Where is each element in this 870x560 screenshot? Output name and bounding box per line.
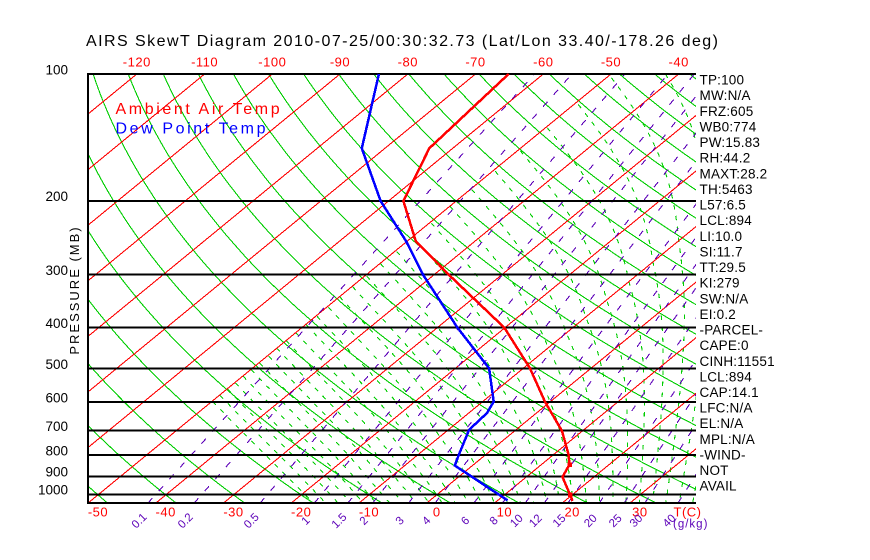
svg-text:LCL:894: LCL:894 [700,213,753,228]
svg-text:RH:44.2: RH:44.2 [700,151,751,166]
svg-text:400: 400 [45,316,68,331]
svg-text:-50: -50 [601,55,621,70]
svg-text:EI:0.2: EI:0.2 [700,307,736,322]
svg-text:TT:29.5: TT:29.5 [700,260,746,275]
svg-text:-60: -60 [533,55,553,70]
svg-text:EL:N/A: EL:N/A [700,416,744,431]
svg-text:-120: -120 [123,55,151,70]
svg-text:-20: -20 [291,505,311,520]
svg-text:-110: -110 [191,55,218,70]
svg-text:-100: -100 [258,55,286,70]
svg-text:-WIND-: -WIND- [700,448,746,463]
svg-text:200: 200 [45,189,68,204]
svg-text:LFC:N/A: LFC:N/A [700,401,753,416]
svg-text:0: 0 [433,505,441,520]
svg-text:900: 900 [45,465,68,480]
svg-text:600: 600 [45,390,68,405]
svg-text:L57:6.5: L57:6.5 [700,198,746,213]
svg-text:FRZ:605: FRZ:605 [700,104,754,119]
svg-text:SI:11.7: SI:11.7 [700,244,743,259]
svg-text:CAPE:0: CAPE:0 [700,338,749,353]
svg-text:LI:10.0: LI:10.0 [700,229,743,244]
svg-text:CAP:14.1: CAP:14.1 [700,385,759,400]
svg-text:TP:100: TP:100 [700,73,745,88]
svg-text:-40: -40 [669,55,689,70]
svg-text:100: 100 [45,63,68,78]
svg-text:CINH:11551: CINH:11551 [700,354,775,369]
svg-text:MW:N/A: MW:N/A [700,88,751,103]
svg-text:NOT: NOT [700,463,729,478]
svg-text:-PARCEL-: -PARCEL- [700,323,764,338]
svg-text:-40: -40 [156,505,176,520]
svg-text:AVAIL: AVAIL [700,479,738,494]
svg-text:-70: -70 [465,55,485,70]
svg-text:LCL:894: LCL:894 [700,369,753,384]
svg-text:800: 800 [45,443,68,458]
svg-text:-50: -50 [88,505,108,520]
svg-text:(g/kg): (g/kg) [673,519,708,531]
svg-text:T(C): T(C) [674,505,702,520]
svg-text:WB0:774: WB0:774 [700,120,757,135]
svg-text:700: 700 [45,419,68,434]
svg-text:-90: -90 [330,55,350,70]
svg-text:KI:279: KI:279 [700,276,740,291]
svg-text:Ambient Air Temp: Ambient Air Temp [116,101,283,118]
svg-text:MAXT:28.2: MAXT:28.2 [700,166,768,181]
svg-text:AIRS SkewT Diagram 2010-07-25/: AIRS SkewT Diagram 2010-07-25/00:30:32.7… [86,33,719,50]
svg-text:-10: -10 [359,505,379,520]
svg-text:PRESSURE (MB): PRESSURE (MB) [67,225,82,354]
svg-text:Dew Point Temp: Dew Point Temp [116,121,269,138]
svg-text:-80: -80 [398,55,418,70]
svg-text:30: 30 [632,505,647,520]
svg-text:10: 10 [497,505,512,520]
svg-text:PW:15.83: PW:15.83 [700,135,761,150]
svg-text:20: 20 [564,505,579,520]
svg-text:SW:N/A: SW:N/A [700,291,749,306]
svg-text:MPL:N/A: MPL:N/A [700,432,755,447]
svg-text:300: 300 [45,263,68,278]
svg-text:1000: 1000 [38,483,68,498]
svg-text:TH:5463: TH:5463 [700,182,753,197]
svg-text:500: 500 [45,357,68,372]
svg-text:-30: -30 [223,505,243,520]
